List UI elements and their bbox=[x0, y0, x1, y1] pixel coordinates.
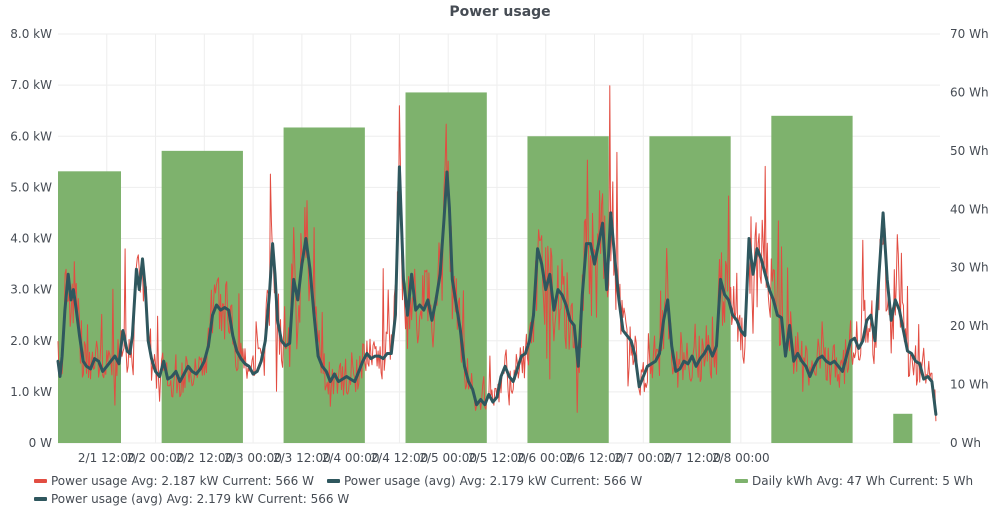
x-tick-label: 2/6 12:00 bbox=[566, 451, 624, 465]
x-tick-label: 2/4 12:00 bbox=[371, 451, 429, 465]
legend-current-daily-kwh: 5 Wh bbox=[942, 474, 974, 488]
y-right-tick-label: 20 Wh bbox=[950, 319, 989, 333]
y-left-tick-label: 4.0 kW bbox=[10, 232, 52, 246]
legend-label-power-usage-avg: Power usage (avg) bbox=[51, 492, 163, 506]
legend-avg-daily-kwh: 47 Wh bbox=[846, 474, 886, 488]
y-right-tick-label: 40 Wh bbox=[950, 202, 989, 216]
legend-avg-power-usage-avg: 2.179 kW bbox=[196, 492, 254, 506]
legend-item-power-usage-avg-right[interactable]: Power usage (avg) Avg: 2.179 kW Current: 5… bbox=[327, 474, 642, 488]
x-tick-label: 2/2 12:00 bbox=[175, 451, 233, 465]
legend-item-power-usage[interactable]: Power usage Avg: 2.187 kW Current: 566 W bbox=[34, 474, 314, 488]
x-tick-label: 2/6 00:00 bbox=[517, 451, 575, 465]
legend-item-power-usage-avg[interactable]: Power usage (avg) Avg: 2.179 kW Current: 5… bbox=[34, 492, 349, 506]
legend-current-power-usage-avg-right: 566 W bbox=[603, 474, 643, 488]
y-right-tick-label: 10 Wh bbox=[950, 378, 989, 392]
y-left-tick-label: 7.0 kW bbox=[10, 78, 52, 92]
daily-kwh-bars bbox=[58, 92, 913, 444]
legend-current-power-usage: 566 W bbox=[275, 474, 314, 488]
axes: 0 W 1.0 kW 2.0 kW 3.0 kW 4.0 kW 5.0 kW 6.0 kW 7… bbox=[10, 27, 988, 465]
legend-avg-label: Avg: bbox=[459, 474, 486, 488]
x-tick-label: 2/3 00:00 bbox=[224, 451, 282, 465]
legend-avg-power-usage-avg-right: 2.179 kW bbox=[489, 474, 547, 488]
x-tick-label: 2/7 12:00 bbox=[663, 451, 721, 465]
chart-title: Power usage bbox=[449, 4, 551, 20]
legend-label-daily-kwh: Daily kWh bbox=[752, 474, 813, 488]
daily-kwh-bar bbox=[771, 115, 853, 444]
legend-current-label: Current: bbox=[889, 474, 939, 488]
power-usage-avg-line bbox=[56, 165, 938, 416]
y-left-tick-label: 5.0 kW bbox=[10, 180, 52, 194]
legend-avg-label: Avg: bbox=[131, 474, 158, 488]
legend-label-power-usage: Power usage bbox=[51, 474, 128, 488]
y-right-tick-label: 70 Wh bbox=[950, 27, 989, 41]
x-tick-label: 2/1 12:00 bbox=[78, 451, 136, 465]
y-left-tick-label: 3.0 kW bbox=[10, 283, 52, 297]
legend-avg-power-usage: 2.187 kW bbox=[161, 474, 219, 488]
x-tick-label: 2/2 00:00 bbox=[127, 451, 185, 465]
y-left-tick-label: 2.0 kW bbox=[10, 334, 52, 348]
legend-avg-label: Avg: bbox=[816, 474, 843, 488]
x-tick-label: 2/5 00:00 bbox=[419, 451, 477, 465]
y-left-tick-label: 6.0 kW bbox=[10, 129, 52, 143]
legend-label-power-usage-avg-right: Power usage (avg) bbox=[344, 474, 456, 488]
legend-current-label: Current: bbox=[257, 492, 307, 506]
x-tick-label: 2/3 12:00 bbox=[273, 451, 331, 465]
daily-kwh-bar bbox=[58, 171, 121, 444]
x-tick-label: 2/4 00:00 bbox=[322, 451, 380, 465]
y-right-tick-label: 50 Wh bbox=[950, 144, 989, 158]
y-left-tick-label: 1.0 kW bbox=[10, 385, 52, 399]
legend-current-power-usage-avg: 566 W bbox=[310, 492, 350, 506]
y-left-tick-label: 8.0 kW bbox=[10, 27, 52, 41]
x-tick-label: 2/7 00:00 bbox=[614, 451, 672, 465]
legend-current-label: Current: bbox=[222, 474, 272, 488]
y-right-tick-label: 60 Wh bbox=[950, 85, 989, 99]
legend-avg-label: Avg: bbox=[166, 492, 193, 506]
y-right-tick-label: 30 Wh bbox=[950, 261, 989, 275]
daily-kwh-bar bbox=[283, 127, 365, 443]
legend-swatch-power-usage-avg bbox=[34, 496, 47, 501]
daily-kwh-bar bbox=[161, 150, 243, 443]
daily-kwh-bar bbox=[649, 136, 731, 443]
y-right-tick-label: 0 Wh bbox=[950, 436, 981, 450]
legend-swatch-daily-kwh bbox=[735, 478, 748, 483]
y-left-tick-label: 0 W bbox=[29, 436, 52, 450]
x-tick-label: 2/5 12:00 bbox=[468, 451, 526, 465]
daily-kwh-bar bbox=[893, 413, 913, 443]
power-usage-avg-line-group bbox=[56, 165, 938, 416]
legend-item-daily-kwh[interactable]: Daily kWh Avg: 47 Wh Current: 5 Wh bbox=[735, 474, 973, 488]
legend-swatch-power-usage-avg-right bbox=[327, 478, 340, 483]
legend-swatch-power-usage bbox=[34, 478, 47, 483]
x-tick-label: 2/8 00:00 bbox=[712, 451, 770, 465]
legend-current-label: Current: bbox=[550, 474, 600, 488]
